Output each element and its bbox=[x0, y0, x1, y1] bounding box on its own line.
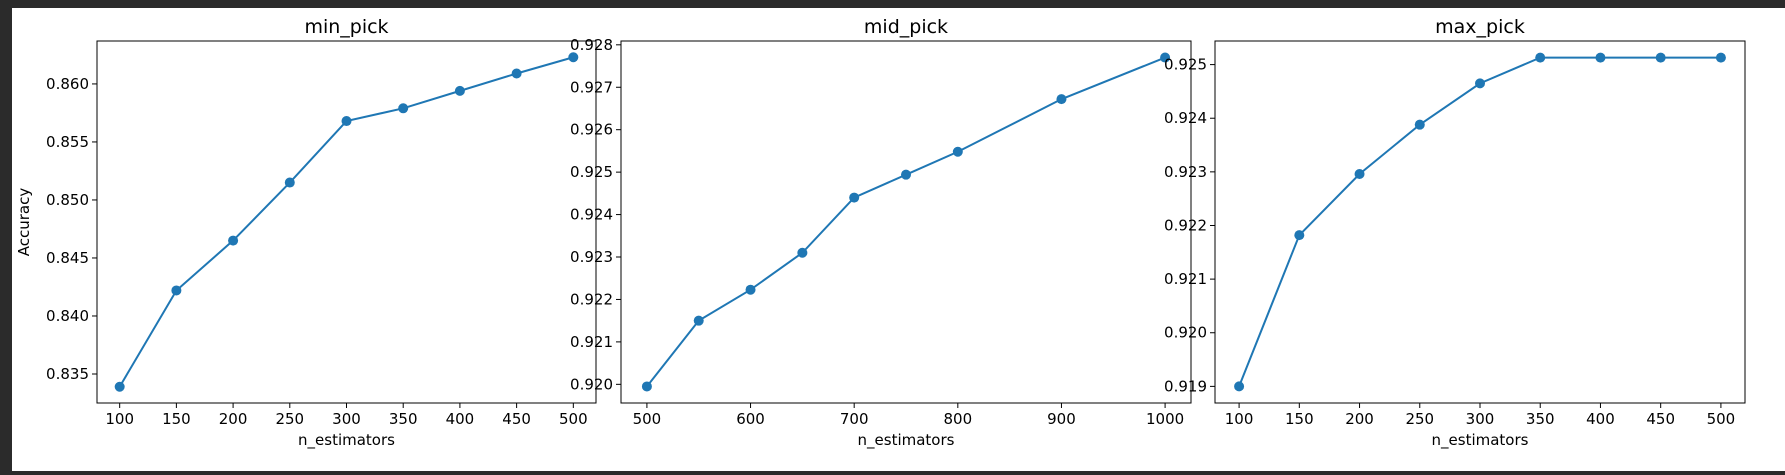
y-tick-label: 0.928 bbox=[570, 36, 613, 54]
x-tick-label: 450 bbox=[1646, 410, 1675, 428]
x-tick-label: 350 bbox=[389, 410, 418, 428]
x-tick-label: 500 bbox=[633, 410, 662, 428]
data-point bbox=[849, 192, 860, 203]
y-tick-label: 0.919 bbox=[1164, 377, 1207, 395]
x-tick-label: 300 bbox=[1466, 410, 1495, 428]
chart-title: max_pick bbox=[1435, 16, 1525, 38]
y-tick-label: 0.922 bbox=[1164, 216, 1207, 234]
data-point bbox=[511, 68, 522, 79]
y-tick-label: 0.850 bbox=[46, 191, 89, 209]
data-point bbox=[1414, 119, 1425, 130]
x-tick-label: 500 bbox=[559, 410, 588, 428]
series-line bbox=[646, 56, 1166, 388]
y-axis-label: Accuracy bbox=[15, 188, 33, 257]
x-tick-label: 450 bbox=[502, 410, 531, 428]
data-point bbox=[228, 235, 239, 246]
y-tick-label: 0.925 bbox=[570, 163, 613, 181]
data-point bbox=[568, 52, 579, 63]
axes-frame bbox=[96, 40, 597, 404]
x-axis-label: n_estimators bbox=[1432, 431, 1529, 450]
data-point bbox=[1535, 52, 1546, 63]
y-tick-label: 0.925 bbox=[1164, 56, 1207, 74]
data-point bbox=[1475, 78, 1485, 89]
y-tick-label: 0.860 bbox=[46, 75, 89, 93]
y-tick-label: 0.927 bbox=[570, 78, 613, 96]
y-tick-label: 0.923 bbox=[570, 248, 613, 266]
y-tick-label: 0.922 bbox=[570, 290, 613, 308]
y-tick-label: 0.835 bbox=[46, 365, 89, 383]
figure: min_pick 100 150 200 250 300 350 400 450 500 0.835… bbox=[12, 8, 1785, 471]
data-point bbox=[1354, 169, 1365, 180]
x-tick-label: 350 bbox=[1526, 410, 1555, 428]
data-point bbox=[114, 381, 125, 392]
charts-svg: min_pick 100 150 200 250 300 350 400 450 500 0.835… bbox=[15, 16, 1746, 450]
x-tick-label: 400 bbox=[446, 410, 475, 428]
y-tick-label: 0.923 bbox=[1164, 163, 1207, 181]
x-tick-label: 400 bbox=[1586, 410, 1615, 428]
series-line bbox=[118, 56, 574, 388]
data-point bbox=[284, 177, 295, 188]
data-point bbox=[901, 169, 911, 180]
data-point bbox=[171, 285, 182, 296]
x-tick-label: 100 bbox=[105, 410, 134, 428]
data-point bbox=[797, 247, 808, 258]
data-point bbox=[398, 103, 409, 114]
chart-title: mid_pick bbox=[864, 16, 948, 38]
x-tick-label: 100 bbox=[1225, 410, 1254, 428]
y-tick-label: 0.920 bbox=[570, 375, 613, 393]
x-tick-label: 300 bbox=[332, 410, 361, 428]
data-point bbox=[641, 381, 652, 392]
x-tick-label: 900 bbox=[1047, 410, 1076, 428]
x-tick-label: 800 bbox=[943, 410, 972, 428]
data-point bbox=[1056, 94, 1067, 105]
data-point bbox=[693, 315, 704, 326]
y-tick-label: 0.920 bbox=[1164, 324, 1207, 342]
x-tick-label: 200 bbox=[219, 410, 248, 428]
x-tick-label: 500 bbox=[1707, 410, 1736, 428]
data-point bbox=[1595, 52, 1606, 63]
x-tick-label: 1000 bbox=[1146, 410, 1184, 428]
series-line bbox=[1238, 56, 1721, 387]
y-tick-label: 0.840 bbox=[46, 307, 89, 325]
axes-frame bbox=[620, 40, 1192, 404]
x-axis-label: n_estimators bbox=[858, 431, 955, 450]
x-axis-label: n_estimators bbox=[298, 431, 395, 450]
y-tick-label: 0.924 bbox=[1164, 109, 1207, 127]
x-tick-label: 150 bbox=[1285, 410, 1314, 428]
x-tick-label: 700 bbox=[840, 410, 869, 428]
x-tick-label: 600 bbox=[736, 410, 765, 428]
x-tick-label: 250 bbox=[275, 410, 304, 428]
chart-title: min_pick bbox=[304, 16, 388, 38]
data-point bbox=[454, 85, 465, 96]
data-point bbox=[952, 146, 963, 157]
y-tick-label: 0.855 bbox=[46, 133, 89, 151]
data-point bbox=[341, 116, 352, 127]
y-tick-label: 0.921 bbox=[1164, 270, 1207, 288]
data-point bbox=[1294, 230, 1305, 241]
data-point bbox=[1234, 381, 1245, 392]
data-point bbox=[1160, 52, 1171, 63]
y-tick-label: 0.845 bbox=[46, 249, 89, 267]
data-point bbox=[745, 284, 756, 295]
x-tick-label: 150 bbox=[162, 410, 191, 428]
data-point bbox=[1715, 52, 1726, 63]
data-point bbox=[1655, 52, 1666, 63]
y-tick-label: 0.924 bbox=[570, 206, 613, 224]
x-tick-label: 250 bbox=[1405, 410, 1434, 428]
x-tick-label: 200 bbox=[1345, 410, 1374, 428]
y-tick-label: 0.921 bbox=[570, 333, 613, 351]
axes-frame bbox=[1214, 40, 1746, 404]
y-tick-label: 0.926 bbox=[570, 121, 613, 139]
